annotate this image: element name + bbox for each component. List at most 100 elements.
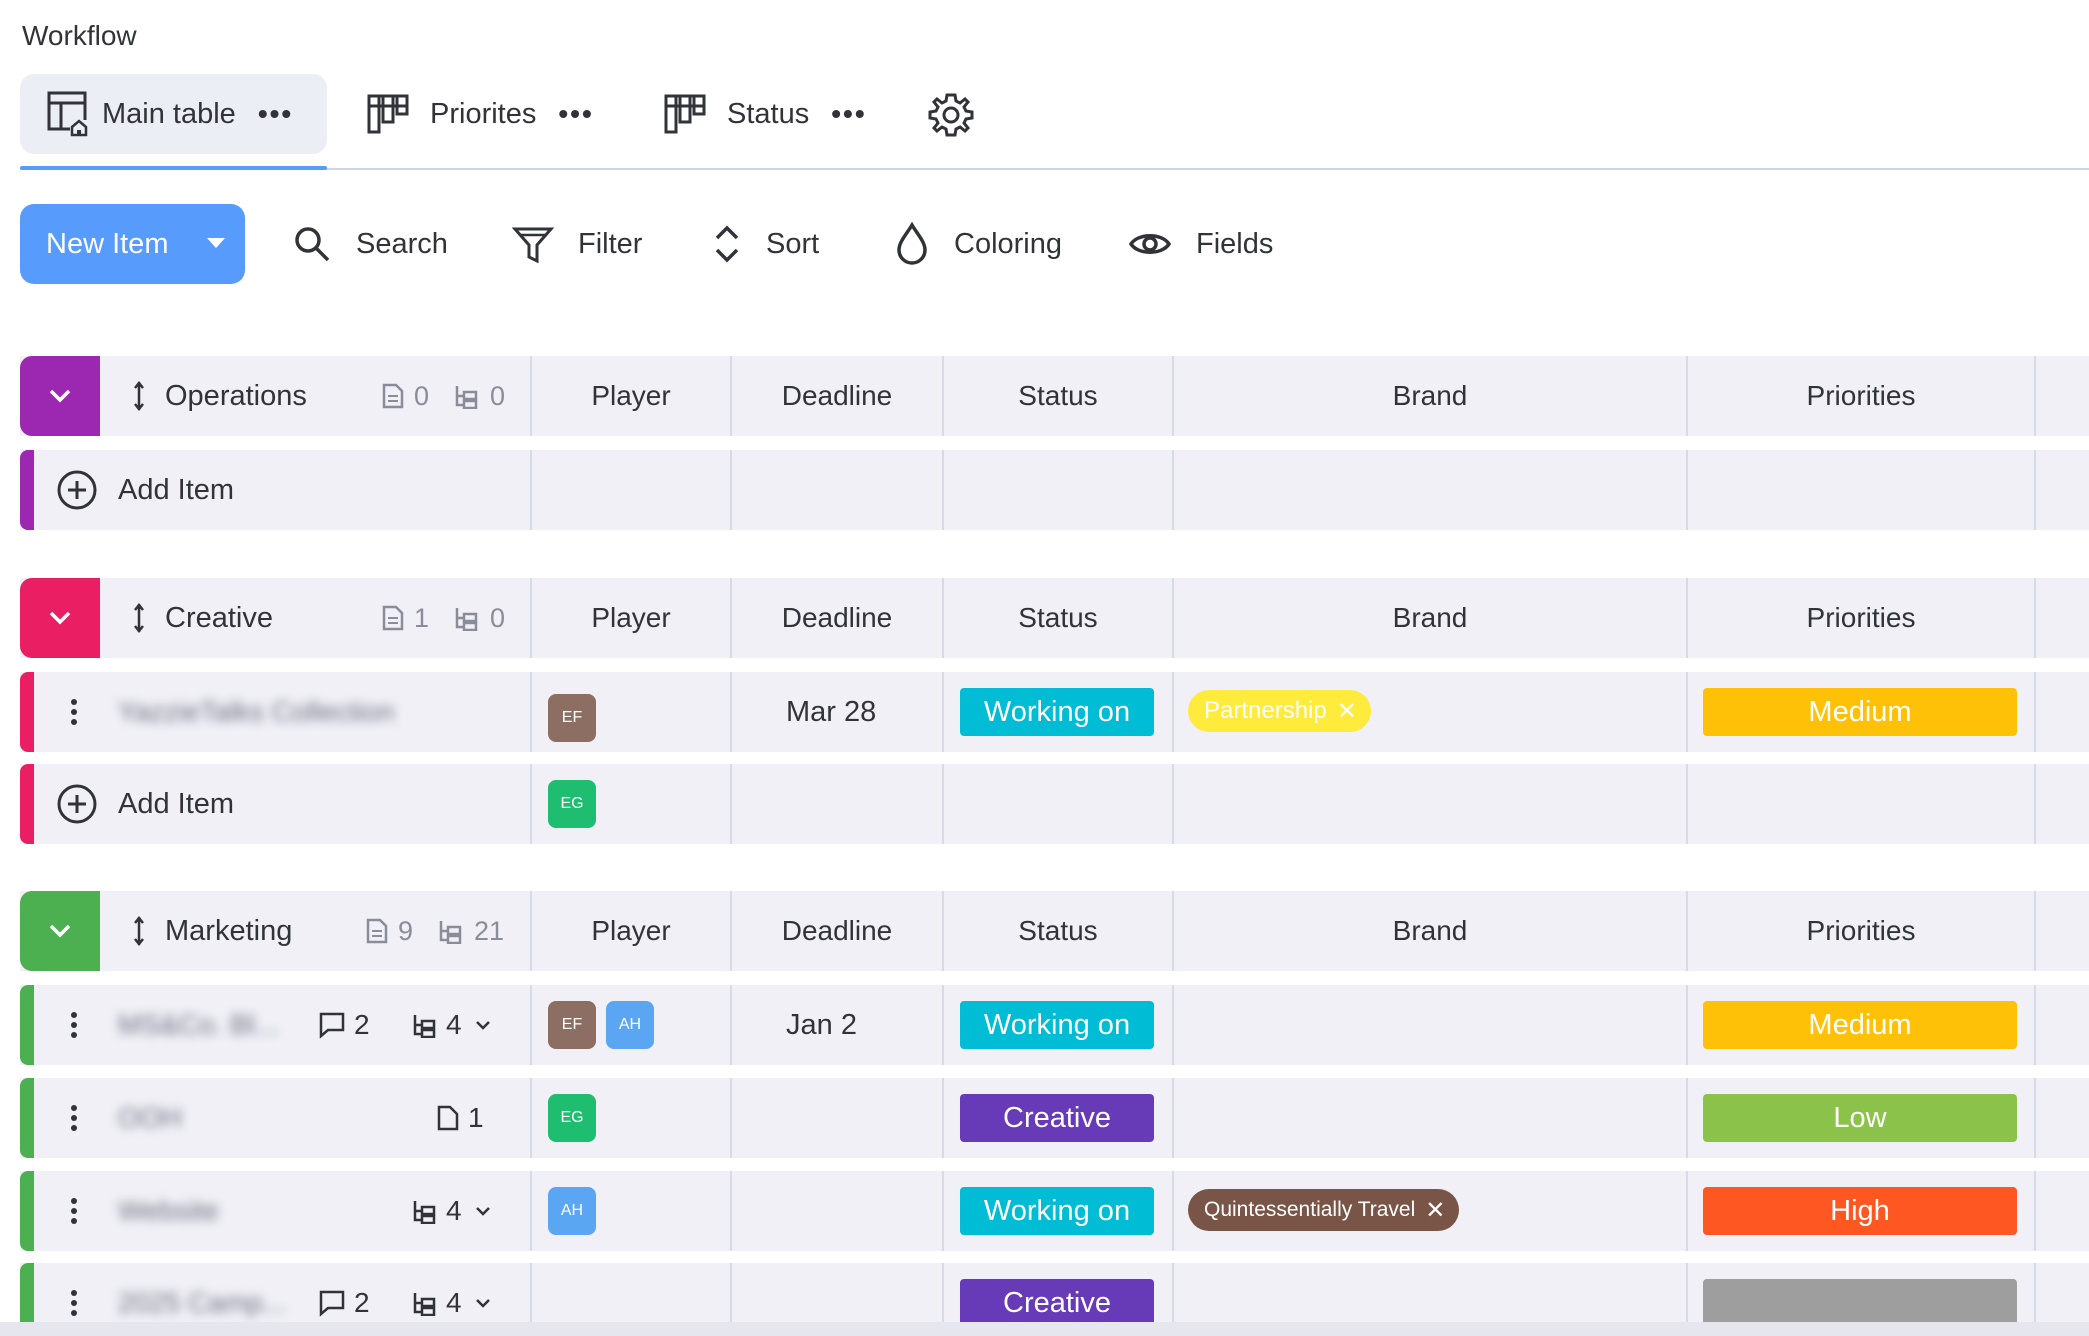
status-badge[interactable]: Working on: [960, 688, 1154, 736]
group-collapse-toggle[interactable]: [20, 578, 100, 658]
table-row[interactable]: OOH 1 EG Creative Low: [20, 1078, 2089, 1158]
chevron-down-icon[interactable]: [207, 238, 225, 248]
table-row[interactable]: MS&Co. Bl... 2 4 EF AH Jan 2 Working on …: [20, 985, 2089, 1065]
avatar[interactable]: EG: [548, 780, 596, 828]
table-home-icon: [44, 90, 92, 138]
tab-status[interactable]: Status •••: [661, 74, 867, 154]
deadline-value[interactable]: Mar 28: [786, 695, 877, 728]
subitem-count-value: 0: [490, 602, 506, 633]
priority-badge[interactable]: Medium: [1703, 1001, 2017, 1049]
avatar[interactable]: EG: [548, 1094, 596, 1142]
column-header-player[interactable]: Player: [591, 602, 671, 633]
brand-tag[interactable]: Quintessentially Travel ✕: [1188, 1189, 1460, 1231]
comments-count[interactable]: 2: [318, 1263, 370, 1322]
status-badge[interactable]: Working on: [960, 1187, 1154, 1235]
brand-tag-label: Quintessentially Travel: [1204, 1198, 1416, 1221]
fields-button[interactable]: Fields: [1128, 204, 1273, 284]
droplet-icon: [897, 222, 927, 265]
column-header-priorities[interactable]: Priorities: [1806, 915, 1916, 946]
drag-handle-icon[interactable]: [132, 915, 146, 947]
column-header-status[interactable]: Status: [1018, 915, 1098, 946]
group-name[interactable]: Operations: [165, 379, 307, 412]
comment-icon: [319, 1290, 345, 1317]
files-value: 1: [468, 1102, 484, 1133]
column-divider: [530, 1263, 532, 1322]
subitems-toggle[interactable]: 4: [412, 985, 500, 1065]
group-header-operations: Operations 0 0 Player Deadline Status Br…: [20, 356, 2089, 436]
priority-badge[interactable]: High: [1703, 1187, 2017, 1235]
avatar[interactable]: EF: [548, 1001, 596, 1049]
column-divider: [530, 672, 532, 752]
table-row[interactable]: YazzieTalks Collection EF Mar 28 Working…: [20, 672, 2089, 752]
group-name[interactable]: Creative: [165, 601, 273, 634]
column-divider: [1686, 1171, 1688, 1251]
avatar[interactable]: EF: [548, 694, 596, 742]
avatar[interactable]: AH: [548, 1187, 596, 1235]
priority-badge[interactable]: Medium: [1703, 688, 2017, 736]
gear-icon[interactable]: [928, 92, 974, 138]
horizontal-scrollbar[interactable]: [0, 1322, 2089, 1336]
column-divider: [2034, 1263, 2036, 1322]
more-vertical-icon[interactable]: [70, 1197, 78, 1225]
tab-more-button[interactable]: •••: [831, 98, 867, 129]
column-divider: [942, 764, 944, 844]
avatar[interactable]: AH: [606, 1001, 654, 1049]
column-divider: [2034, 764, 2036, 844]
brand-tag[interactable]: Partnership ✕: [1188, 690, 1371, 732]
more-vertical-icon[interactable]: [70, 1104, 78, 1132]
table-row[interactable]: 2025 Camp... 2 4 Creative: [20, 1263, 2089, 1322]
status-badge[interactable]: Creative: [960, 1279, 1154, 1322]
tab-main-table[interactable]: Main table •••: [20, 74, 327, 154]
item-name[interactable]: YazzieTalks Collection: [118, 696, 395, 727]
subitems-toggle[interactable]: 4: [412, 1171, 500, 1251]
status-badge[interactable]: Working on: [960, 1001, 1154, 1049]
new-item-button[interactable]: New Item: [20, 204, 245, 284]
column-header-brand[interactable]: Brand: [1392, 602, 1468, 633]
more-vertical-icon[interactable]: [70, 1011, 78, 1039]
add-item-button[interactable]: Add Item: [56, 764, 234, 844]
deadline-value[interactable]: Jan 2: [786, 1008, 857, 1041]
group-collapse-toggle[interactable]: [20, 356, 100, 436]
subitems-toggle[interactable]: 4: [412, 1263, 500, 1322]
subitem-count-value: 21: [474, 915, 505, 946]
column-header-player[interactable]: Player: [591, 380, 671, 411]
priority-badge[interactable]: [1703, 1279, 2017, 1322]
sort-button[interactable]: Sort: [712, 204, 819, 284]
add-item-label: Add Item: [118, 473, 235, 506]
item-name[interactable]: 2025 Camp...: [118, 1287, 287, 1318]
column-header-deadline[interactable]: Deadline: [781, 380, 893, 411]
item-name[interactable]: Website: [118, 1195, 219, 1226]
files-count[interactable]: 1: [436, 1078, 484, 1158]
coloring-button[interactable]: Coloring: [894, 204, 1062, 284]
column-header-priorities[interactable]: Priorities: [1806, 380, 1916, 411]
group-collapse-toggle[interactable]: [20, 891, 100, 971]
drag-handle-icon[interactable]: [132, 380, 146, 412]
column-header-player[interactable]: Player: [591, 915, 671, 946]
more-vertical-icon[interactable]: [70, 698, 78, 726]
column-header-status[interactable]: Status: [1018, 380, 1098, 411]
group-name[interactable]: Marketing: [165, 914, 293, 947]
new-item-label: New Item: [46, 227, 169, 260]
drag-handle-icon[interactable]: [132, 602, 146, 634]
column-header-brand[interactable]: Brand: [1392, 915, 1468, 946]
column-header-deadline[interactable]: Deadline: [781, 602, 893, 633]
tab-more-button[interactable]: •••: [257, 98, 294, 129]
add-item-button[interactable]: Add Item: [56, 450, 234, 530]
item-name[interactable]: MS&Co. Bl...: [118, 1009, 279, 1040]
more-vertical-icon[interactable]: [70, 1289, 78, 1317]
filter-button[interactable]: Filter: [512, 204, 642, 284]
comments-count[interactable]: 2: [318, 985, 370, 1065]
close-icon[interactable]: ✕: [1336, 697, 1357, 725]
close-icon[interactable]: ✕: [1425, 1196, 1446, 1224]
tab-priorites[interactable]: Priorites •••: [364, 74, 594, 154]
status-badge[interactable]: Creative: [960, 1094, 1154, 1142]
column-header-brand[interactable]: Brand: [1392, 380, 1468, 411]
table-row[interactable]: Website 4 AH Working on Quintessentially…: [20, 1171, 2089, 1251]
item-name[interactable]: OOH: [118, 1102, 182, 1133]
column-header-priorities[interactable]: Priorities: [1806, 602, 1916, 633]
column-header-status[interactable]: Status: [1018, 602, 1098, 633]
column-header-deadline[interactable]: Deadline: [781, 915, 893, 946]
priority-badge[interactable]: Low: [1703, 1094, 2017, 1142]
search-button[interactable]: Search: [292, 204, 448, 284]
tab-more-button[interactable]: •••: [558, 98, 594, 129]
